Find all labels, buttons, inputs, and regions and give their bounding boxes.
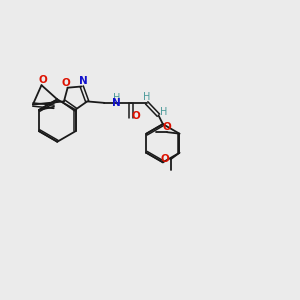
Text: H: H bbox=[160, 107, 168, 117]
Text: O: O bbox=[39, 75, 47, 85]
Text: N: N bbox=[112, 98, 121, 108]
Text: H: H bbox=[143, 92, 150, 102]
Text: O: O bbox=[162, 122, 171, 132]
Text: N: N bbox=[79, 76, 88, 86]
Text: O: O bbox=[132, 111, 141, 121]
Text: O: O bbox=[62, 78, 70, 88]
Text: O: O bbox=[161, 154, 170, 164]
Text: H: H bbox=[113, 93, 120, 103]
